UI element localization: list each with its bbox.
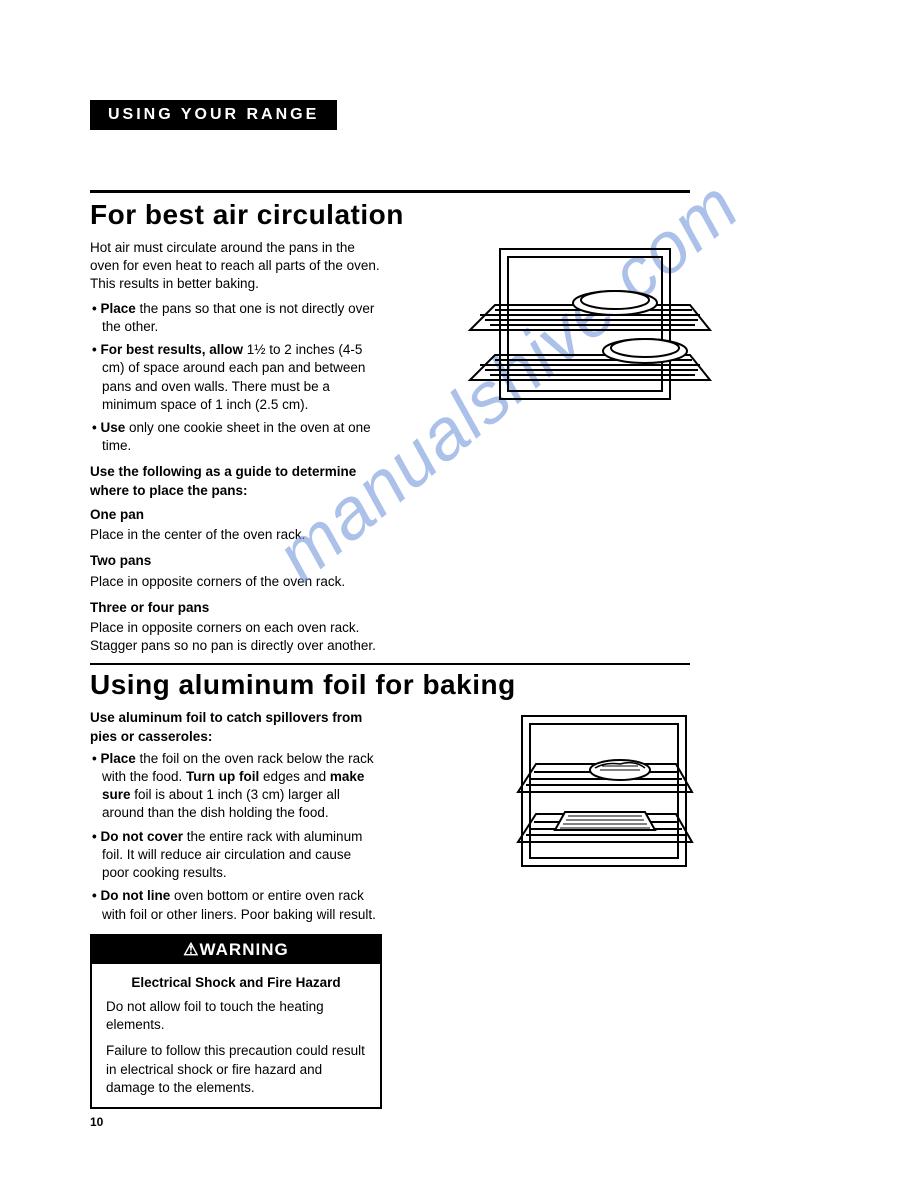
bold-text: Do not line <box>100 888 170 903</box>
section1-intro: Hot air must circulate around the pans i… <box>90 239 380 294</box>
warning-box: ⚠WARNING Electrical Shock and Fire Hazar… <box>90 934 382 1109</box>
section2-title: Using aluminum foil for baking <box>90 669 690 701</box>
list-item: Do not cover the entire rack with alumin… <box>90 828 380 883</box>
item-text: foil is about 1 inch (3 cm) larger all a… <box>102 787 340 820</box>
two-pans-heading: Two pans <box>90 552 390 570</box>
warning-paragraph: Failure to follow this precaution could … <box>106 1042 366 1097</box>
list-item: Do not line oven bottom or entire oven r… <box>90 887 380 923</box>
header-band: USING YOUR RANGE <box>90 100 337 130</box>
section2-list: Place the foil on the oven rack below th… <box>90 750 380 924</box>
page-number: 10 <box>90 1115 690 1129</box>
three-pans-text: Place in opposite corners on each oven r… <box>90 619 390 655</box>
list-item: Use only one cookie sheet in the oven at… <box>90 419 380 455</box>
section1-title: For best air circulation <box>90 199 690 231</box>
guide-heading: Use the following as a guide to determin… <box>90 463 390 499</box>
warning-body: Electrical Shock and Fire Hazard Do not … <box>92 964 380 1107</box>
list-item: Place the pans so that one is not direct… <box>90 300 380 336</box>
item-text: the pans so that one is not directly ove… <box>102 301 374 334</box>
bold-text: Turn up foil <box>186 769 259 784</box>
section-rule <box>90 663 690 665</box>
bold-text: Use <box>100 420 125 435</box>
warning-title: ⚠WARNING <box>92 936 380 964</box>
one-pan-heading: One pan <box>90 506 390 524</box>
item-text: only one cookie sheet in the oven at one… <box>102 420 371 453</box>
item-text: edges and <box>259 769 330 784</box>
section1-list: Place the pans so that one is not direct… <box>90 300 380 456</box>
two-pans-text: Place in opposite corners of the oven ra… <box>90 573 390 591</box>
bold-text: Place <box>100 751 135 766</box>
three-pans-heading: Three or four pans <box>90 599 390 617</box>
warning-paragraph: Do not allow foil to touch the heating e… <box>106 998 366 1034</box>
bold-text: Do not cover <box>100 829 183 844</box>
list-item: For best results, allow 1½ to 2 inches (… <box>90 341 380 414</box>
section2-subhead: Use aluminum foil to catch spillovers fr… <box>90 709 390 745</box>
oven-foil-illustration <box>500 712 710 877</box>
warning-subtitle: Electrical Shock and Fire Hazard <box>106 974 366 992</box>
one-pan-text: Place in the center of the oven rack. <box>90 526 390 544</box>
bold-text: Place <box>100 301 135 316</box>
section-rule <box>90 190 690 193</box>
bold-text: For best results, allow <box>100 342 243 357</box>
oven-rack-illustration <box>460 245 720 415</box>
list-item: Place the foil on the oven rack below th… <box>90 750 380 823</box>
